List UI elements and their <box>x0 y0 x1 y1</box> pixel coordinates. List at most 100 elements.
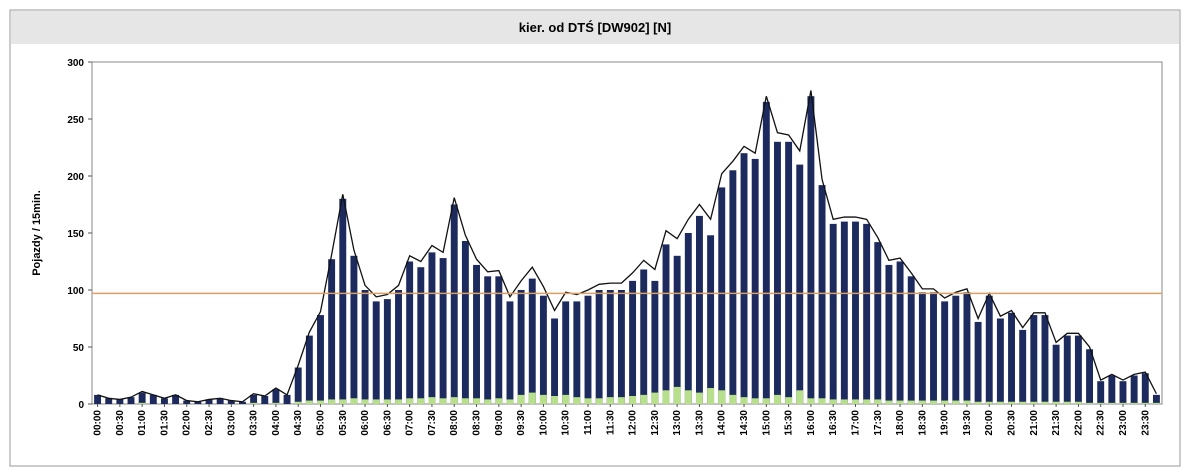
bar <box>952 295 960 404</box>
bar <box>662 244 670 404</box>
x-tick-label: 13:00 <box>672 410 683 436</box>
bar <box>484 399 492 404</box>
bar <box>551 396 559 404</box>
x-tick-label: 13:30 <box>694 410 705 436</box>
bar <box>328 399 336 404</box>
y-tick-label: 150 <box>67 229 84 240</box>
bar <box>662 390 670 404</box>
x-tick-label: 01:30 <box>159 410 170 436</box>
bar <box>383 399 391 404</box>
bar <box>863 223 871 404</box>
bar <box>640 394 648 404</box>
bar <box>528 278 536 404</box>
y-tick-label: 100 <box>67 286 84 297</box>
bar <box>506 301 514 404</box>
bar <box>539 295 547 404</box>
x-tick-label: 15:00 <box>761 410 772 436</box>
bar <box>729 170 737 404</box>
bar <box>707 235 715 404</box>
bar <box>551 318 559 404</box>
bar <box>517 394 525 404</box>
bar <box>885 264 893 404</box>
chart-frame <box>9 9 1181 467</box>
bar <box>974 321 982 404</box>
x-tick-label: 22:30 <box>1096 410 1107 436</box>
x-tick-label: 08:30 <box>472 410 483 436</box>
x-tick-label: 23:30 <box>1140 410 1151 436</box>
bar <box>138 402 146 404</box>
x-tick-label: 05:30 <box>338 410 349 436</box>
x-tick-label: 01:00 <box>137 410 148 436</box>
bar <box>918 292 926 404</box>
bar <box>194 401 202 404</box>
bar <box>829 223 837 404</box>
bar <box>930 292 937 404</box>
bar <box>172 394 180 404</box>
bar <box>996 401 1004 404</box>
x-tick-label: 02:30 <box>204 410 215 436</box>
x-tick-label: 19:30 <box>962 410 973 436</box>
bar <box>495 398 503 404</box>
bar <box>406 398 414 404</box>
bar <box>774 141 781 405</box>
bar <box>1041 401 1049 404</box>
bar <box>461 240 469 404</box>
bar <box>729 394 737 404</box>
bar <box>1097 381 1105 404</box>
bar <box>1030 315 1038 404</box>
bar <box>216 398 224 404</box>
bar <box>339 198 347 404</box>
bar <box>562 394 570 404</box>
bar <box>372 301 380 404</box>
x-tick-label: 12:00 <box>628 410 639 436</box>
bar <box>651 280 659 404</box>
bar <box>818 398 826 404</box>
bar <box>283 394 291 404</box>
bar <box>94 394 102 404</box>
bar <box>695 392 703 404</box>
x-tick-label: 06:00 <box>360 410 371 436</box>
chart-title: kier. od DTŚ [DW902] [N] <box>519 20 671 35</box>
bar <box>417 398 425 404</box>
bar <box>785 397 793 404</box>
bar <box>606 290 614 404</box>
bar <box>1119 402 1127 404</box>
bar <box>160 398 168 404</box>
x-tick-label: 10:00 <box>538 410 549 436</box>
title-bar <box>11 11 1179 44</box>
bar <box>941 301 949 404</box>
x-tick-label: 14:00 <box>717 410 728 436</box>
bar <box>963 400 971 404</box>
bar <box>339 399 347 404</box>
bar <box>974 401 982 404</box>
bar <box>138 392 146 404</box>
bar <box>617 290 625 404</box>
y-tick-label: 0 <box>78 400 84 411</box>
line <box>97 90 1158 403</box>
bar <box>1052 344 1060 404</box>
y-tick-label: 200 <box>67 172 84 183</box>
bar <box>930 400 937 404</box>
bar <box>272 389 280 404</box>
bar <box>796 164 804 404</box>
bar <box>1030 401 1038 404</box>
bar <box>1086 402 1094 404</box>
bar <box>1152 394 1160 404</box>
bar <box>1108 402 1116 404</box>
x-tick-label: 20:00 <box>984 410 995 436</box>
bar <box>372 399 380 404</box>
bar <box>584 295 592 404</box>
x-tick-label: 15:30 <box>784 410 795 436</box>
bar <box>863 399 871 404</box>
x-tick-label: 16:30 <box>828 410 839 436</box>
bar <box>1130 375 1138 404</box>
x-tick-label: 02:00 <box>182 410 193 436</box>
bar <box>1086 349 1094 404</box>
bar <box>305 400 313 404</box>
bar <box>116 399 124 404</box>
bar <box>149 394 157 404</box>
bar <box>506 399 514 404</box>
bar <box>517 290 525 404</box>
bar <box>595 290 603 404</box>
x-tick-label: 14:30 <box>739 410 750 436</box>
